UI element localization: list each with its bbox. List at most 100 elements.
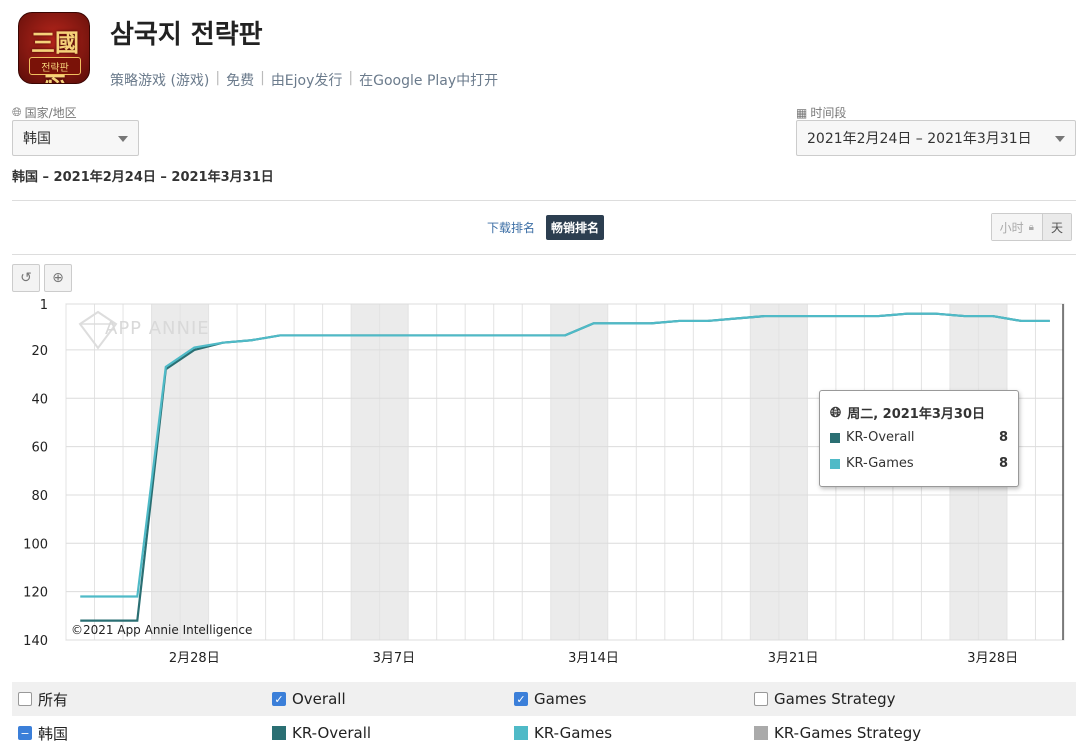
globe-icon: 🌐︎ (12, 105, 22, 119)
weekend-bands (151, 304, 1007, 640)
y-tick-label: 100 (23, 537, 48, 552)
tooltip-row: KR-Games 8 (830, 456, 1008, 471)
meta-separator: | (215, 70, 221, 86)
tab-download-rank[interactable]: 下载排名 (487, 221, 536, 235)
legend-overall[interactable]: ✓ Overall (272, 690, 346, 708)
caret-down-icon (118, 136, 128, 142)
app-title: 삼국지 전략판 (110, 20, 263, 50)
weekend-band (379, 304, 409, 640)
granularity-hour[interactable]: 小时 🔒︎ (991, 214, 1042, 240)
series-lines (80, 312, 1050, 622)
series-line-kr-games (80, 312, 1050, 598)
app-price: 免费 (226, 73, 255, 89)
series-swatch (830, 432, 840, 443)
y-tick-label: 60 (31, 441, 48, 456)
tooltip-series-name: KR-Overall (846, 430, 915, 445)
watermark-text: APP ANNIE (105, 318, 210, 339)
series-swatch (830, 458, 840, 469)
granularity-toggle: 小时 🔒︎ 天 (990, 213, 1072, 241)
app-icon-banner (29, 57, 81, 75)
tooltip-row: KR-Overall 8 (830, 430, 1008, 445)
app-meta: 策略游戏 (游戏) | 免费 | 由Ejoy发行 | 在Google Play中… (110, 70, 498, 90)
weekend-band (151, 304, 181, 640)
country-select[interactable]: 韩国 (12, 120, 139, 156)
tab-grossing-rank[interactable]: 畅销排名 (546, 215, 605, 240)
country-label-text: 国家/地区 (24, 106, 77, 120)
x-tick-label: 3月28日 (967, 651, 1018, 666)
legend-label: Games (534, 690, 587, 708)
legend-kr-games-strategy[interactable]: KR-Games Strategy (754, 724, 921, 742)
checkbox-checked[interactable]: ✓ (514, 692, 528, 706)
y-tick-label: 1 (40, 298, 48, 313)
tooltip-header: 🌐︎ 周二, 2021年3月30日 (830, 403, 985, 423)
rank-type-toggle: 下载排名 畅销排名 (482, 215, 605, 240)
watermark: APP ANNIE (78, 310, 210, 350)
tooltip-series-value: 8 (998, 456, 1008, 471)
checkbox-checked[interactable]: ✓ (272, 692, 286, 706)
legend-country[interactable]: − 韩国 (18, 723, 68, 744)
period-label-text: 时间段 (810, 106, 847, 120)
divider (12, 254, 1076, 255)
reset-zoom-button[interactable]: ↺ (12, 264, 40, 292)
country-label: 🌐︎ 国家/地区 (12, 104, 77, 121)
x-tick-label: 3月14日 (568, 651, 619, 666)
series-swatch (754, 726, 768, 740)
tooltip-date: 周二, 2021年3月30日 (847, 407, 985, 422)
period-select-value: 2021年2月24日 – 2021年3月31日 (807, 131, 1032, 147)
legend-label: Games Strategy (774, 690, 896, 708)
app-publisher-link[interactable]: 由Ejoy发行 (270, 73, 343, 89)
weekend-band (778, 304, 808, 640)
y-tick-label: 20 (31, 344, 48, 359)
legend-kr-games[interactable]: KR-Games (514, 724, 612, 742)
divider (12, 200, 1076, 201)
legend-kr-overall[interactable]: KR-Overall (272, 724, 371, 742)
tooltip-series-value: 8 (998, 430, 1008, 445)
period-select[interactable]: 2021年2月24日 – 2021年3月31日 (796, 120, 1076, 156)
app-icon-subtext: 전략판 (41, 63, 69, 74)
y-tick-label: 40 (31, 392, 48, 407)
checkbox[interactable] (18, 692, 32, 706)
store-link[interactable]: 在Google Play中打开 (359, 73, 499, 89)
weekend-band (180, 304, 209, 640)
legend-category-row: 所有 ✓ Overall ✓ Games Games Strategy (12, 682, 1076, 716)
caret-down-icon (1055, 136, 1065, 142)
weekend-band (579, 304, 608, 640)
checkbox[interactable] (754, 692, 768, 706)
weekend-band (351, 304, 380, 640)
undo-icon: ↺ (20, 270, 32, 286)
x-tick-label: 2月28日 (169, 651, 220, 666)
legend-label: 所有 (38, 690, 69, 709)
legend-label: KR-Games Strategy (774, 724, 922, 742)
checkbox-partial[interactable]: − (18, 726, 32, 740)
legend-all[interactable]: 所有 (18, 689, 68, 710)
legend-series-row: − 韩国 KR-Overall KR-Games KR-Games Strate… (12, 716, 1076, 750)
granularity-day[interactable]: 天 (1041, 214, 1071, 240)
legend-games-strategy[interactable]: Games Strategy (754, 690, 896, 708)
zoom-icon: ⊕ (52, 270, 64, 286)
meta-separator: | (260, 70, 265, 86)
legend-label: Overall (292, 690, 346, 708)
app-icon: 三國志 전략판 (18, 12, 90, 84)
legend-label: KR-Games (534, 724, 613, 742)
y-tick-label: 140 (23, 634, 48, 649)
x-tick-label: 3月21日 (768, 651, 819, 666)
legend-label: 韩国 (38, 724, 69, 743)
y-tick-label: 80 (31, 489, 48, 504)
series-swatch (272, 726, 286, 740)
app-category-link[interactable]: 策略游戏 (游戏) (110, 73, 210, 89)
tooltip-series-name: KR-Games (846, 456, 914, 471)
globe-icon: 🌐︎ (830, 404, 842, 421)
chart-tooltip: 🌐︎ 周二, 2021年3月30日 KR-Overall 8 KR-Games … (819, 390, 1019, 487)
x-tick-label: 3月7日 (373, 651, 416, 666)
legend-label: KR-Overall (292, 724, 372, 742)
copyright-text: ©2021 App Annie Intelligence (71, 623, 252, 637)
range-summary: 韩国 – 2021年2月24日 – 2021年3月31日 (12, 170, 274, 185)
zoom-button[interactable]: ⊕ (44, 264, 72, 292)
granularity-hour-label: 小时 (999, 220, 1024, 235)
legend-games[interactable]: ✓ Games (514, 690, 586, 708)
weekend-band (750, 304, 779, 640)
meta-separator: | (348, 70, 354, 86)
series-swatch (514, 726, 528, 740)
